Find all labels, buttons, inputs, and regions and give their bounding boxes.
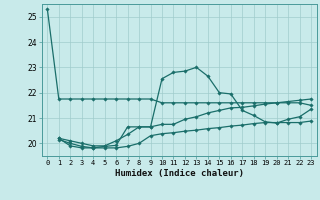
X-axis label: Humidex (Indice chaleur): Humidex (Indice chaleur) (115, 169, 244, 178)
